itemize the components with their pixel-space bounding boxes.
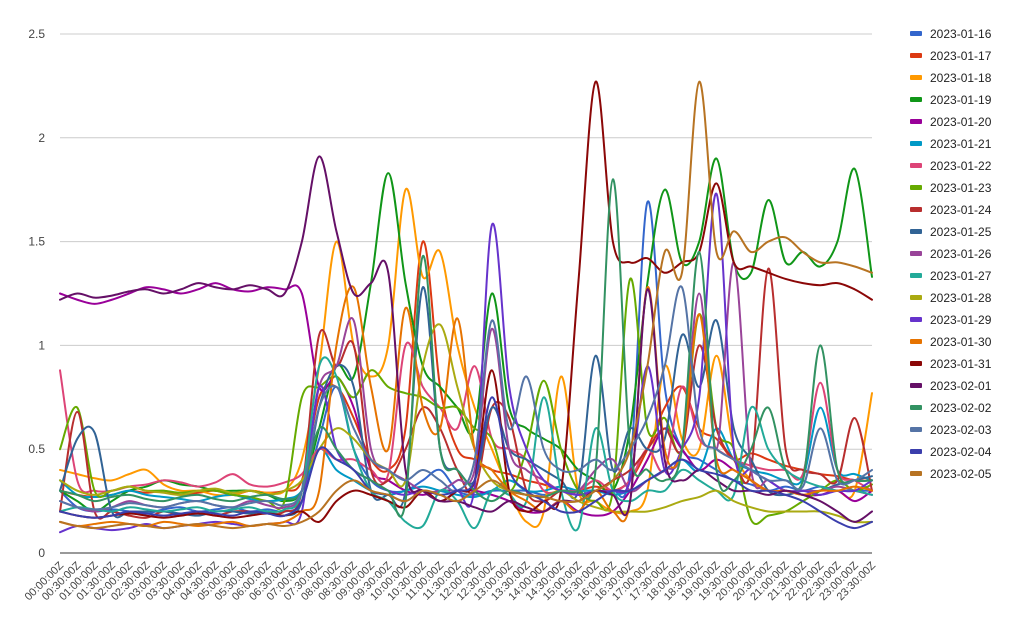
legend-item-2023-01-17[interactable]: 2023-01-17 [910, 49, 992, 63]
y-tick-label: 0.5 [28, 442, 45, 456]
legend-swatch [910, 273, 922, 278]
y-tick-label: 0 [38, 546, 45, 560]
series-lines [59, 80, 873, 534]
legend-label: 2023-02-04 [930, 445, 992, 459]
legend-item-2023-01-25[interactable]: 2023-01-25 [910, 225, 992, 239]
legend-label: 2023-01-28 [930, 291, 992, 305]
legend-swatch [910, 229, 922, 234]
series-line-2023-02-01 [59, 155, 873, 523]
legend-item-2023-02-02[interactable]: 2023-02-02 [910, 401, 992, 415]
legend-label: 2023-01-23 [930, 181, 992, 195]
legend-item-2023-01-21[interactable]: 2023-01-21 [910, 137, 992, 151]
legend-swatch [910, 75, 922, 80]
legend-item-2023-02-05[interactable]: 2023-02-05 [910, 467, 992, 481]
legend-item-2023-02-01[interactable]: 2023-02-01 [910, 379, 992, 393]
legend-swatch [910, 119, 922, 124]
legend-label: 2023-01-29 [930, 313, 992, 327]
series-line-2023-02-04 [59, 396, 873, 530]
legend-swatch [910, 339, 922, 344]
legend-item-2023-01-20[interactable]: 2023-01-20 [910, 115, 992, 129]
legend-item-2023-02-03[interactable]: 2023-02-03 [910, 423, 992, 437]
legend-item-2023-01-23[interactable]: 2023-01-23 [910, 181, 992, 195]
legend-item-2023-01-22[interactable]: 2023-01-22 [910, 159, 992, 173]
legend-item-2023-01-28[interactable]: 2023-01-28 [910, 291, 992, 305]
legend-swatch [910, 317, 922, 322]
legend-item-2023-01-27[interactable]: 2023-01-27 [910, 269, 992, 283]
legend-swatch [910, 97, 922, 102]
y-tick-label: 2 [38, 131, 45, 145]
legend-item-2023-02-04[interactable]: 2023-02-04 [910, 445, 992, 459]
legend-swatch [910, 449, 922, 454]
legend-label: 2023-01-25 [930, 225, 992, 239]
gridlines [60, 33, 872, 450]
y-tick-label: 1 [38, 338, 45, 352]
legend-label: 2023-01-24 [930, 203, 992, 217]
y-tick-label: 2.5 [28, 27, 45, 41]
x-axis-ticks: 00:00:00Z00:30:00Z01:00:00Z01:30:00Z02:0… [23, 559, 879, 603]
series-line-2023-01-31 [59, 80, 873, 523]
legend-label: 2023-01-17 [930, 49, 992, 63]
legend-label: 2023-01-18 [930, 71, 992, 85]
legend-item-2023-01-26[interactable]: 2023-01-26 [910, 247, 992, 261]
legend-item-2023-01-24[interactable]: 2023-01-24 [910, 203, 992, 217]
legend-swatch [910, 383, 922, 388]
y-axis-ticks: 0 0.5 1 1.5 2 2.5 [28, 27, 45, 560]
legend-item-2023-01-18[interactable]: 2023-01-18 [910, 71, 992, 85]
series-line-2023-02-05 [59, 80, 873, 530]
legend-label: 2023-01-27 [930, 269, 992, 283]
series-line-2023-01-29 [59, 192, 873, 534]
legend-swatch [910, 427, 922, 432]
legend-item-2023-01-31[interactable]: 2023-01-31 [910, 357, 992, 371]
legend-swatch [910, 31, 922, 36]
legend-label: 2023-01-19 [930, 93, 992, 107]
legend-item-2023-01-29[interactable]: 2023-01-29 [910, 313, 992, 327]
legend-label: 2023-01-20 [930, 115, 992, 129]
legend-label: 2023-02-03 [930, 423, 992, 437]
series-line-2023-02-03 [59, 285, 873, 511]
legend-swatch [910, 295, 922, 300]
legend-item-2023-01-19[interactable]: 2023-01-19 [910, 93, 992, 107]
legend-swatch [910, 163, 922, 168]
series-line-2023-01-28 [59, 323, 873, 524]
legend-item-2023-01-30[interactable]: 2023-01-30 [910, 335, 992, 349]
legend-label: 2023-01-30 [930, 335, 992, 349]
legend-swatch [910, 361, 922, 366]
legend-swatch [910, 53, 922, 58]
legend-label: 2023-02-05 [930, 467, 992, 481]
legend-swatch [910, 141, 922, 146]
legend-swatch [910, 251, 922, 256]
series-line-2023-01-27 [59, 356, 873, 532]
legend-swatch [910, 207, 922, 212]
legend-swatch [910, 405, 922, 410]
y-tick-label: 1.5 [28, 235, 45, 249]
legend[interactable]: 2023-01-16 2023-01-17 2023-01-18 2023-01-19… [910, 27, 992, 481]
legend-item-2023-01-16[interactable]: 2023-01-16 [910, 27, 992, 41]
legend-label: 2023-01-22 [930, 159, 992, 173]
legend-swatch [910, 471, 922, 476]
legend-label: 2023-01-31 [930, 357, 992, 371]
legend-label: 2023-02-01 [930, 379, 992, 393]
legend-label: 2023-01-16 [930, 27, 992, 41]
legend-swatch [910, 185, 922, 190]
legend-label: 2023-02-02 [930, 401, 992, 415]
legend-label: 2023-01-21 [930, 137, 992, 151]
legend-label: 2023-01-26 [930, 247, 992, 261]
